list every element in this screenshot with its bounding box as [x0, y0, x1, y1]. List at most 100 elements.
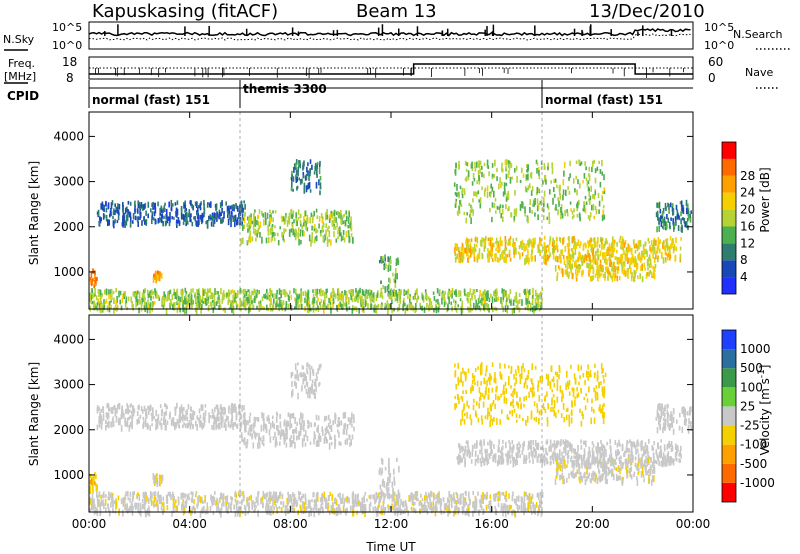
echo-cell [270, 237, 273, 243]
echo-cell [490, 448, 492, 453]
echo-cell [211, 215, 214, 222]
echo-cell [221, 200, 223, 207]
echo-cell [319, 190, 321, 196]
noise-left-tick-top: 10^5 [52, 21, 82, 34]
echo-cell [505, 398, 508, 405]
echo-cell [667, 457, 669, 463]
echo-cell [103, 214, 106, 219]
echo-cell [655, 254, 657, 260]
echo-cell [541, 376, 543, 382]
echo-cell [602, 266, 604, 273]
echo-cell [624, 257, 627, 261]
echo-cell [103, 305, 106, 310]
echo-cell [384, 466, 387, 471]
echo-cell [562, 189, 565, 195]
echo-cell [340, 303, 343, 310]
echo-cell [242, 213, 245, 218]
echo-cell [649, 247, 651, 252]
echo-cell [534, 440, 537, 447]
echo-cell [508, 170, 510, 175]
echo-cell [251, 220, 254, 225]
echo-cell [496, 244, 499, 249]
echo-cell [685, 199, 688, 206]
echo-cell [245, 420, 248, 425]
echo-cell [641, 276, 644, 283]
echo-cell [505, 203, 507, 210]
echo-cell [473, 375, 476, 382]
echo-cell [361, 300, 363, 305]
echo-cell [110, 407, 113, 414]
echo-cell [360, 295, 363, 303]
echo-cell [648, 264, 651, 268]
echo-cell [309, 368, 312, 376]
echo-cell [204, 288, 206, 295]
echo-cell [174, 409, 177, 416]
echo-cell [516, 443, 518, 450]
echo-cell [172, 417, 175, 425]
echo-cell [501, 409, 503, 414]
echo-cell [370, 303, 373, 310]
echo-cell [267, 232, 270, 236]
echo-cell [300, 213, 302, 218]
echo-cell [158, 474, 161, 479]
echo-cell [94, 280, 96, 286]
echo-cell [597, 193, 600, 199]
echo-cell [563, 236, 565, 243]
echo-cell [584, 379, 586, 386]
echo-cell [551, 241, 554, 248]
echo-cell [169, 289, 172, 294]
echo-cell [339, 226, 341, 234]
echo-cell [586, 255, 588, 261]
echo-cell [316, 164, 318, 169]
echo-cell [602, 375, 605, 379]
echo-cell [483, 442, 485, 446]
echo-cell [593, 194, 596, 200]
echo-cell [98, 292, 100, 298]
echo-cell [589, 369, 592, 377]
echo-cell [512, 390, 514, 398]
echo-cell [258, 441, 261, 449]
echo-cell [119, 418, 121, 425]
echo-cell [491, 216, 493, 223]
echo-cell [274, 293, 276, 299]
echo-cell [240, 308, 242, 312]
echo-cell [543, 235, 546, 240]
echo-cell [459, 185, 462, 190]
echo-cell [569, 173, 571, 178]
echo-cell [139, 211, 142, 219]
echo-cell [643, 247, 645, 252]
echo-cell [300, 239, 302, 245]
echo-cell [563, 162, 566, 169]
echo-cell [280, 432, 283, 437]
echo-cell [591, 275, 594, 282]
echo-cell [501, 166, 503, 172]
echo-cell [604, 271, 606, 278]
echo-cell [227, 214, 229, 218]
echo-cell [208, 215, 210, 219]
echo-cell [310, 212, 313, 218]
echo-cell [93, 283, 95, 289]
echo-cell [187, 404, 190, 410]
echo-cell [143, 305, 146, 310]
echo-cell [159, 212, 161, 216]
echo-cell [463, 371, 466, 376]
echo-cell [588, 457, 590, 462]
echo-cell [228, 298, 231, 303]
echo-cell [670, 243, 672, 250]
echo-cell [99, 290, 102, 296]
echo-cell [588, 254, 590, 258]
echo-cell [114, 203, 116, 208]
echo-cell [168, 413, 171, 420]
echo-cell [500, 451, 503, 456]
echo-cell [457, 362, 459, 369]
echo-cell [243, 299, 245, 307]
echo-cell [136, 216, 139, 223]
echo-cell [312, 390, 315, 395]
echo-cell [545, 258, 547, 266]
echo-cell [521, 252, 524, 257]
echo-cell [328, 442, 331, 450]
echo-cell [159, 420, 161, 426]
echo-cell [242, 237, 244, 244]
echo-cell [496, 297, 498, 302]
echo-cell [202, 417, 205, 421]
